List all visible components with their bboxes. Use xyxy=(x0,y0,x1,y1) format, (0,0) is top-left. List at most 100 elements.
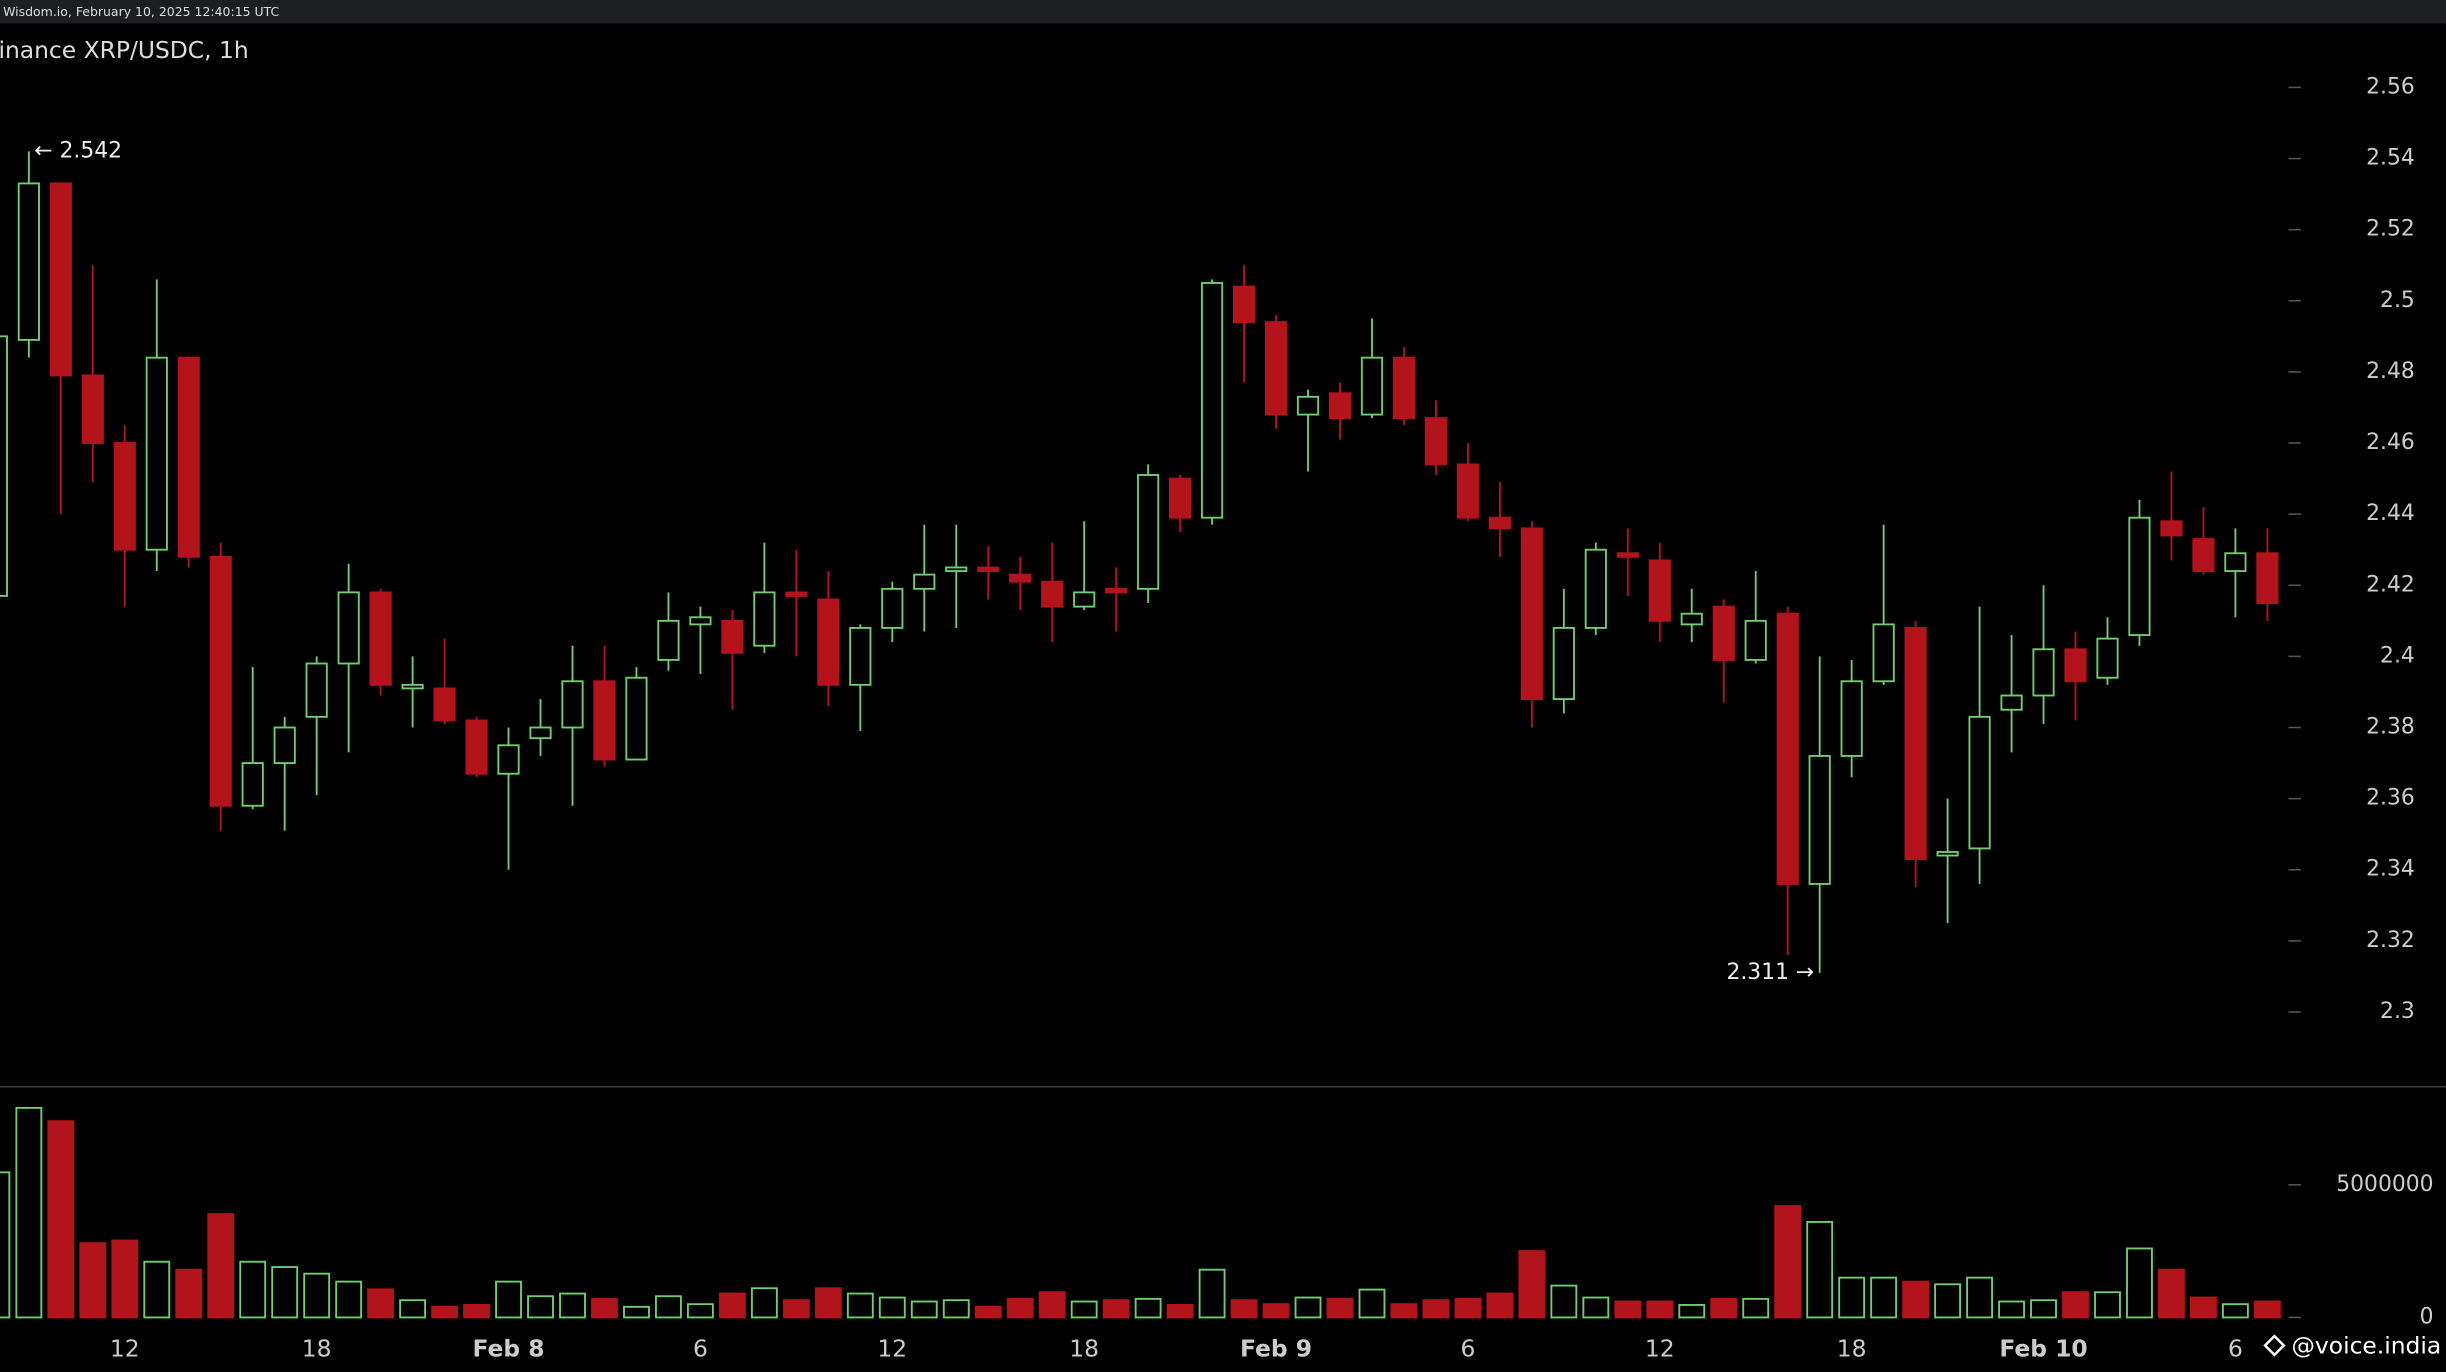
volume-bar xyxy=(399,1299,427,1319)
volume-bar xyxy=(1614,1300,1642,1319)
volume-bar xyxy=(527,1295,554,1319)
x-tick-label: 18 xyxy=(1069,1335,1099,1363)
x-tick-label: 6 xyxy=(1460,1335,1475,1363)
candle-body xyxy=(241,762,264,807)
x-tick-label: 6 xyxy=(2228,1335,2243,1363)
y-tick-label: 2.36 xyxy=(2366,786,2415,811)
candle-body xyxy=(2192,538,2215,572)
candle-body xyxy=(1296,395,1320,416)
volume-bar xyxy=(79,1242,107,1319)
volume-bar xyxy=(15,1106,43,1319)
volume-bar xyxy=(591,1297,618,1319)
candle-body xyxy=(1904,627,1927,861)
candle-body xyxy=(753,591,776,647)
volume-bar xyxy=(1742,1297,1770,1319)
candle-body xyxy=(1360,356,1384,416)
candle-body xyxy=(529,726,552,740)
volume-bar xyxy=(0,1171,11,1319)
volume-bar xyxy=(1582,1296,1610,1319)
volume-bar xyxy=(1390,1303,1418,1319)
candle-body xyxy=(209,555,232,807)
candle-body xyxy=(657,619,680,661)
y-tick-label: 2.38 xyxy=(2366,715,2415,740)
candle-body xyxy=(817,598,840,686)
candle-body xyxy=(497,744,520,775)
candle-body xyxy=(1552,627,1575,700)
candle-body xyxy=(1488,516,1511,530)
candle-body xyxy=(945,566,968,572)
candle-body xyxy=(1584,548,1607,629)
y-tick-label: 2.54 xyxy=(2366,146,2415,171)
volume-bar xyxy=(303,1272,331,1319)
candle-body xyxy=(1776,612,1799,885)
volume-bar xyxy=(1326,1297,1354,1319)
volume-bar xyxy=(1966,1276,1993,1319)
volume-bar xyxy=(2030,1299,2057,1319)
volume-bar xyxy=(1934,1283,1962,1319)
watermark-icon xyxy=(2263,1334,2286,1357)
x-tick-label: Feb 10 xyxy=(1999,1335,2087,1363)
candle-body xyxy=(433,687,456,722)
volume-bar xyxy=(1134,1297,1162,1319)
volume-bar xyxy=(2062,1291,2089,1319)
candle-body xyxy=(1392,356,1416,420)
volume-bar xyxy=(2221,1303,2249,1319)
y-tick-label: 2.42 xyxy=(2366,572,2415,597)
volume-bar xyxy=(2158,1268,2185,1319)
volume-bar xyxy=(335,1280,363,1319)
volume-bar xyxy=(623,1305,650,1319)
volume-bar xyxy=(1998,1300,2025,1319)
volume-bar xyxy=(2190,1296,2217,1319)
y-tick-label: 2.3 xyxy=(2380,999,2415,1024)
volume-bar xyxy=(1454,1297,1482,1319)
candle-body xyxy=(849,627,872,686)
candle-body xyxy=(1041,580,1064,608)
y-tick-label: 2.56 xyxy=(2366,74,2415,99)
y-tick-label: 2.5 xyxy=(2380,288,2415,313)
x-tick-label: 18 xyxy=(1837,1335,1867,1363)
candle-body xyxy=(2032,648,2055,697)
volume-bar xyxy=(2094,1291,2121,1319)
candle-body xyxy=(2128,516,2151,636)
candle-body xyxy=(593,680,616,761)
candle-body xyxy=(561,680,584,729)
volume-tick-label: 0 xyxy=(2420,1304,2434,1329)
candle-body xyxy=(1648,559,1671,622)
candle-body xyxy=(17,182,40,341)
volume-bar xyxy=(1070,1300,1098,1319)
x-tick-label: 6 xyxy=(693,1335,708,1363)
y-tick-label: 2.48 xyxy=(2366,359,2415,384)
volume-bar xyxy=(1646,1300,1674,1319)
candle-body xyxy=(2160,520,2183,537)
candle-body xyxy=(1520,527,1543,700)
candle-body xyxy=(2000,694,2023,711)
volume-bar xyxy=(974,1305,1002,1319)
volume-bar xyxy=(1870,1276,1898,1319)
candle-body xyxy=(305,662,328,718)
volume-bar xyxy=(1902,1280,1930,1319)
candle-body xyxy=(81,374,104,444)
candle-body xyxy=(2096,637,2119,679)
candle-body xyxy=(1073,591,1096,608)
candle-body xyxy=(465,719,488,775)
volume-bar xyxy=(1518,1250,1546,1319)
volume-bar xyxy=(782,1299,810,1319)
candle-body xyxy=(2064,648,2087,683)
volume-bar xyxy=(207,1213,235,1319)
candle-body xyxy=(1968,715,1991,850)
x-tick-label: Feb 9 xyxy=(1240,1335,1312,1363)
candle-body xyxy=(1616,552,1639,558)
volume-bar xyxy=(1678,1304,1706,1319)
volume-bar xyxy=(942,1299,970,1319)
volume-bar xyxy=(750,1287,778,1319)
volume-bar xyxy=(1838,1276,1866,1319)
candle-body xyxy=(2256,552,2279,604)
candle-body xyxy=(785,591,808,597)
volume-bar xyxy=(1166,1304,1194,1319)
watermark-text: @voice.india xyxy=(2292,1332,2442,1360)
header-bar xyxy=(0,0,2446,24)
volume-bar xyxy=(687,1303,714,1319)
candle-body xyxy=(1872,623,1895,683)
